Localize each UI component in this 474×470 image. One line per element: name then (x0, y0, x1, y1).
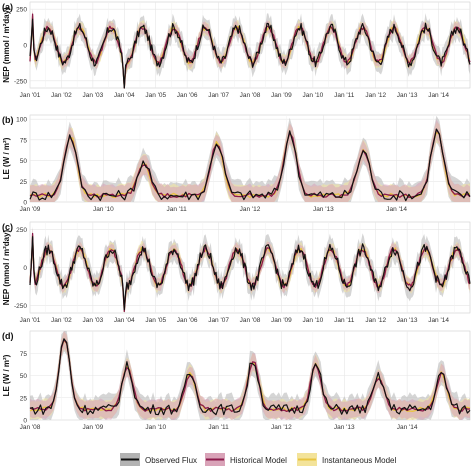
x-tick-label: Jan '13 (397, 317, 418, 324)
x-tick-label: Jan '08 (20, 424, 41, 431)
x-tick-label: Jan '10 (302, 92, 323, 99)
x-tick-label: Jan '11 (334, 92, 355, 99)
panel-c: -250 0 250 Jan '01 Jan '02 Jan '03 Jan '04 Jan … (2, 221, 471, 324)
legend-label-historical: Historical Model (230, 456, 287, 465)
x-tick-label: Jan '03 (82, 317, 103, 324)
panel-a: -250 0 250 Jan '01 Jan '02 Jan '03 Jan '04 Jan … (2, 1, 471, 99)
y-axis-title: NEP (mmol / m²day) (2, 229, 11, 305)
x-tick-label: Jan '06 (177, 317, 198, 324)
x-tick-label: Jan '11 (208, 424, 229, 431)
x-tick-label: Jan '14 (428, 317, 449, 324)
x-tick-label: Jan '14 (397, 424, 418, 431)
x-tick-label: Jan '12 (365, 92, 386, 99)
x-tick-label: Jan '11 (167, 206, 188, 213)
series-line-historical (29, 338, 471, 413)
panel-label: (c) (2, 222, 13, 232)
x-tick-label: Jan '05 (145, 92, 166, 99)
x-tick-label: Jan '10 (93, 206, 114, 213)
y-axis-title: LE (W / m²) (2, 137, 11, 179)
series-line-observed (29, 338, 471, 416)
panel-label: (a) (2, 2, 13, 12)
panel-b: 0 25 50 75 100 Jan '09 Jan '10 Jan '11 Jan '12 Ja… (2, 114, 471, 213)
x-tick-label: Jan '12 (365, 317, 386, 324)
y-tick-label: 0 (23, 43, 27, 50)
x-tick-label: Jan '11 (334, 317, 355, 324)
y-tick-label: 0 (23, 200, 27, 207)
y-tick-label: 25 (20, 179, 28, 186)
x-tick-label: Jan '03 (82, 92, 103, 99)
y-tick-label: 75 (20, 351, 28, 358)
x-tick-label: Jan '09 (271, 92, 292, 99)
x-tick-label: Jan '10 (145, 424, 166, 431)
panel-label: (d) (2, 331, 14, 341)
x-tick-label: Jan '08 (240, 92, 261, 99)
x-tick-label: Jan '04 (114, 317, 135, 324)
band-historical (30, 119, 470, 202)
x-tick-label: Jan '09 (271, 317, 292, 324)
y-tick-label: 50 (20, 373, 28, 380)
x-tick-label: Jan '09 (82, 424, 103, 431)
x-tick-label: Jan '10 (302, 317, 323, 324)
x-tick-label: Jan '13 (397, 92, 418, 99)
series-line-observed (29, 128, 471, 202)
x-tick-label: Jan '06 (177, 92, 198, 99)
x-tick-label: Jan '12 (271, 424, 292, 431)
legend-label-instantaneous: Instantaneous Model (322, 456, 396, 465)
y-axis-title: NEP (mmol / m²day) (2, 7, 11, 83)
y-tick-label: 250 (16, 7, 27, 14)
y-tick-label: 0 (23, 265, 27, 272)
x-tick-label: Jan '13 (313, 206, 334, 213)
y-tick-label: -250 (14, 303, 27, 310)
y-tick-label: 25 (20, 395, 28, 402)
series-line-observed (29, 18, 471, 89)
x-tick-label: Jan '14 (428, 92, 449, 99)
legend: Observed Flux Historical Model Instantan… (120, 453, 396, 466)
x-tick-label: Jan '09 (20, 206, 41, 213)
x-tick-label: Jan '02 (51, 92, 72, 99)
x-tick-label: Jan '05 (145, 317, 166, 324)
series-line-observed (29, 236, 471, 311)
y-tick-label: 0 (23, 418, 27, 425)
x-tick-label: Jan '02 (51, 317, 72, 324)
band-observed (30, 115, 470, 202)
x-tick-label: Jan '13 (334, 424, 355, 431)
y-tick-label: -250 (14, 78, 27, 85)
x-tick-label: Jan '01 (20, 92, 41, 99)
y-tick-label: 50 (20, 158, 28, 165)
band-historical (30, 331, 470, 420)
legend-label-observed: Observed Flux (145, 456, 197, 465)
x-tick-label: Jan '08 (240, 317, 261, 324)
series-line-instantaneous (29, 131, 471, 199)
x-tick-label: Jan '07 (208, 317, 229, 324)
panel-d: 0 25 50 75 Jan '08 Jan '09 Jan '10 Jan '11 Jan '… (2, 330, 471, 431)
panel-label: (b) (2, 115, 14, 125)
y-tick-label: 250 (16, 227, 27, 234)
x-tick-label: Jan '07 (208, 92, 229, 99)
y-tick-label: 100 (16, 117, 27, 124)
x-tick-label: Jan '01 (20, 317, 41, 324)
x-tick-label: Jan '12 (240, 206, 261, 213)
x-tick-label: Jan '04 (114, 92, 135, 99)
y-tick-label: 75 (20, 137, 28, 144)
x-tick-label: Jan '14 (386, 206, 407, 213)
y-axis-title: LE (W / m²) (2, 354, 11, 396)
